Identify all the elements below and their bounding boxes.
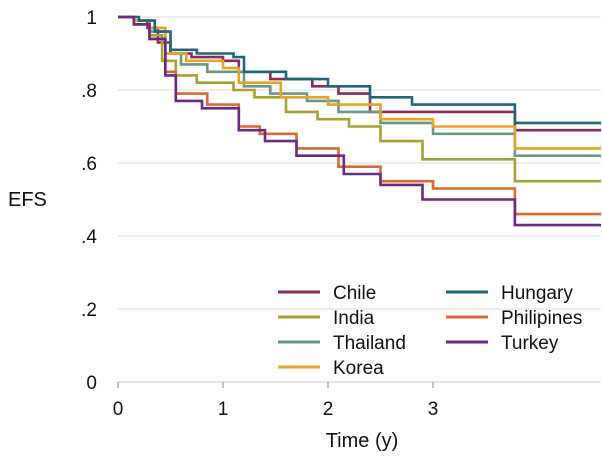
- y-tick-label-1: .2: [81, 300, 97, 321]
- legend-label-thailand: Thailand: [333, 333, 406, 354]
- y-tick-label-3: .6: [81, 154, 97, 175]
- x-tick-label-3: 3: [428, 399, 439, 420]
- series-line-turkey: [118, 15, 601, 227]
- y-tick-label-5: 1: [86, 8, 97, 29]
- x-axis-title: Time (y): [326, 430, 399, 452]
- y-tick-label-4: .8: [81, 81, 97, 102]
- x-axis-ticks: 0 1 2 3: [113, 382, 439, 420]
- gridlines: [118, 16, 601, 383]
- series-line-thailand: [118, 15, 601, 157]
- series-line-hungary: [118, 15, 601, 125]
- legend-label-hungary: Hungary: [501, 283, 573, 304]
- x-tick-label-1: 1: [218, 399, 229, 420]
- legend-label-turkey: Turkey: [501, 333, 559, 354]
- x-tick-label-0: 0: [113, 399, 124, 420]
- legend: Chile India Thailand Korea Hungary Philipines…: [278, 283, 582, 379]
- y-axis-ticks: 0 .2 .4 .6 .8 1: [81, 8, 97, 394]
- series-line-india: [118, 15, 601, 183]
- series-line-korea: [118, 15, 601, 150]
- y-tick-label-0: 0: [86, 373, 97, 394]
- legend-label-chile: Chile: [333, 283, 376, 304]
- series-line-philipines: [118, 15, 601, 216]
- series-line-chile: [118, 15, 601, 132]
- legend-label-philipines: Philipines: [501, 308, 582, 329]
- series-lines: [118, 15, 601, 227]
- y-tick-label-2: .4: [81, 227, 97, 248]
- y-axis-title: EFS: [8, 189, 47, 211]
- x-tick-label-2: 2: [323, 399, 334, 420]
- legend-label-korea: Korea: [333, 358, 384, 379]
- legend-label-india: India: [333, 308, 375, 329]
